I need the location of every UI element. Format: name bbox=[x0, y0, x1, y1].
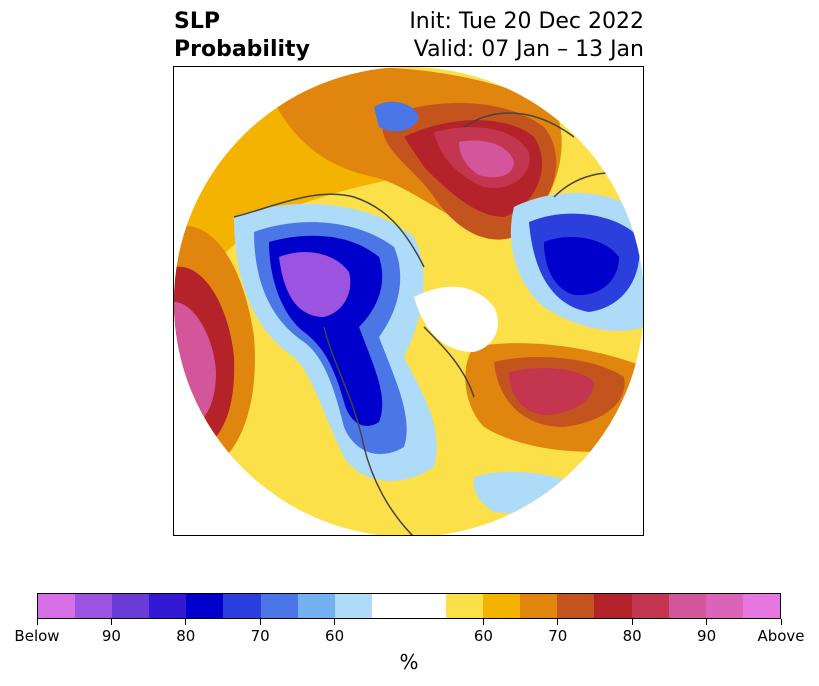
neutral-atlantic bbox=[414, 286, 498, 352]
colorbar-tick-label: 90 bbox=[697, 627, 717, 645]
colorbar-segment bbox=[705, 594, 743, 618]
map-panel bbox=[173, 66, 644, 536]
colorbar-segment bbox=[297, 594, 335, 618]
colorbar-tick-label: 80 bbox=[176, 627, 196, 645]
colorbar-tick bbox=[110, 619, 112, 625]
colorbar-tick bbox=[36, 619, 38, 625]
title-right: Init: Tue 20 Dec 2022 Valid: 07 Jan – 13… bbox=[409, 8, 644, 64]
colorbar-segment bbox=[223, 594, 261, 618]
colorbar-segment bbox=[260, 594, 298, 618]
init-date: Init: Tue 20 Dec 2022 bbox=[409, 9, 644, 34]
below-90-north-america bbox=[279, 252, 351, 317]
colorbar-tick bbox=[334, 619, 336, 625]
colorbar-tick bbox=[185, 619, 187, 625]
valid-dates: Valid: 07 Jan – 13 Jan bbox=[413, 37, 644, 62]
colorbar-tick bbox=[482, 619, 484, 625]
probability-map bbox=[174, 67, 643, 535]
colorbar-tick bbox=[631, 619, 633, 625]
colorbar-segment bbox=[186, 594, 224, 618]
colorbar-segment bbox=[520, 594, 558, 618]
colorbar-segment bbox=[371, 594, 409, 618]
colorbar-segment bbox=[38, 594, 76, 618]
below-60-subtropical bbox=[473, 471, 584, 514]
colorbar-segment bbox=[668, 594, 706, 618]
colorbar-segment bbox=[594, 594, 632, 618]
colorbar-tick-label: 80 bbox=[622, 627, 642, 645]
colorbar-segment bbox=[75, 594, 113, 618]
colorbar-units: % bbox=[399, 650, 419, 674]
colorbar-tick-label: 60 bbox=[473, 627, 493, 645]
title-variable: SLP bbox=[174, 9, 220, 34]
coastlines bbox=[233, 112, 635, 535]
colorbar-segment bbox=[112, 594, 150, 618]
colorbar-segment bbox=[631, 594, 669, 618]
colorbar-segment bbox=[446, 594, 484, 618]
colorbar-segment bbox=[742, 594, 780, 618]
colorbar-tick-label: 60 bbox=[325, 627, 345, 645]
below-80-europe bbox=[544, 237, 619, 296]
colorbar-tick-label: 70 bbox=[548, 627, 568, 645]
above-85-southeast bbox=[509, 368, 594, 415]
colorbar-segment bbox=[149, 594, 187, 618]
colorbar-tick bbox=[780, 619, 782, 625]
title-product: Probability bbox=[174, 37, 310, 62]
title-left: SLP Probability bbox=[174, 8, 310, 64]
colorbar-tick-label: Below bbox=[14, 627, 60, 645]
colorbar-tick-label: 90 bbox=[101, 627, 121, 645]
colorbar-segment bbox=[557, 594, 595, 618]
colorbar-segment bbox=[408, 594, 447, 618]
colorbar-tick bbox=[706, 619, 708, 625]
colorbar-segment bbox=[334, 594, 372, 618]
colorbar-tick bbox=[259, 619, 261, 625]
colorbar bbox=[37, 593, 781, 619]
colorbar-tick bbox=[557, 619, 559, 625]
colorbar-tick-label: Above bbox=[757, 627, 805, 645]
colorbar-segment bbox=[483, 594, 521, 618]
colorbar-tick-label: 70 bbox=[250, 627, 270, 645]
above-90-siberia bbox=[459, 140, 514, 178]
below-north-pole bbox=[374, 101, 419, 132]
